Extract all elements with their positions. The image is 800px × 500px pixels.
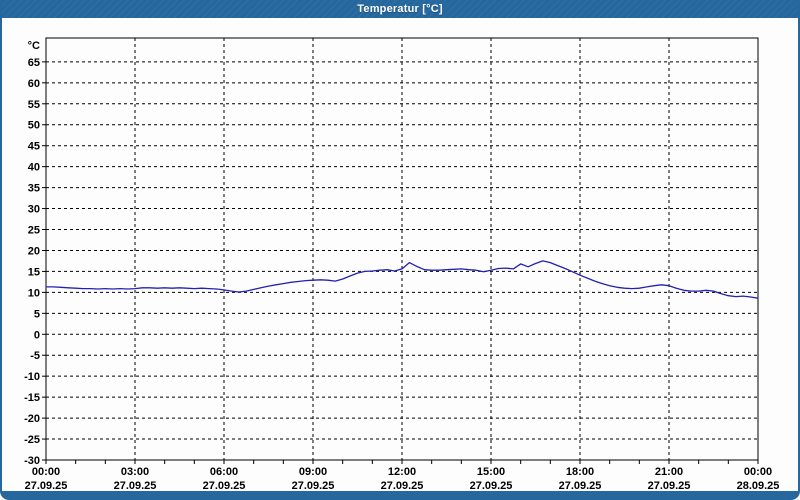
y-axis-tick-label: 45 xyxy=(28,141,40,153)
x-axis-time-label: 18:00 xyxy=(566,466,594,478)
x-axis-date-label: 28.09.25 xyxy=(737,480,780,490)
temperature-chart: 65605550454035302520151050-5-10-15-20-25… xyxy=(24,37,780,490)
x-axis-time-label: 09:00 xyxy=(299,466,327,478)
y-axis-tick-label: 40 xyxy=(28,162,40,174)
y-axis-tick-label: 30 xyxy=(28,204,40,216)
x-axis-date-label: 27.09.25 xyxy=(381,480,424,490)
y-axis-tick-label: -25 xyxy=(24,434,40,446)
x-axis-date-label: 27.09.25 xyxy=(203,480,246,490)
x-axis-time-label: 00:00 xyxy=(32,466,60,478)
y-axis-tick-label: 20 xyxy=(28,245,40,257)
y-axis-tick-label: 65 xyxy=(28,57,40,69)
x-axis-time-label: 06:00 xyxy=(210,466,238,478)
x-axis-date-label: 27.09.25 xyxy=(292,480,335,490)
x-axis-date-label: 27.09.25 xyxy=(470,480,513,490)
chart-area: 65 60 55 50 45 40 35 30 25 20 15 10 5 0 -5 -10 -15 -20 -25… xyxy=(2,18,798,490)
x-axis-time-label: 03:00 xyxy=(121,466,149,478)
y-axis-tick-label: 35 xyxy=(28,183,40,195)
x-axis-date-label: 27.09.25 xyxy=(114,480,157,490)
y-axis-tick-label: 55 xyxy=(28,99,40,111)
y-axis-tick-label: 10 xyxy=(28,287,40,299)
x-axis-time-label: 12:00 xyxy=(388,466,416,478)
y-axis-unit-label: °C xyxy=(28,40,40,52)
x-axis-time-label: 21:00 xyxy=(655,466,683,478)
y-axis-tick-label: 50 xyxy=(28,120,40,132)
y-axis-tick-label: -15 xyxy=(24,392,40,404)
y-axis-tick-label: 5 xyxy=(34,308,40,320)
x-axis-date-label: 27.09.25 xyxy=(25,480,68,490)
window-title: Temperatur [°C] xyxy=(357,3,443,15)
y-axis-tick-label: 0 xyxy=(34,329,40,341)
x-axis-time-label: 00:00 xyxy=(744,466,772,478)
window-titlebar[interactable]: Temperatur [°C] xyxy=(2,0,798,18)
temperature-series-line xyxy=(45,260,759,299)
x-axis-date-label: 27.09.25 xyxy=(559,480,602,490)
y-axis-tick-label: -10 xyxy=(24,371,40,383)
y-axis-tick-label: -20 xyxy=(24,413,40,425)
y-axis-tick-label: -30 xyxy=(24,455,40,467)
y-axis-tick-label: 60 xyxy=(28,78,40,90)
x-axis-time-label: 15:00 xyxy=(477,466,505,478)
y-axis-tick-label: -5 xyxy=(30,350,40,362)
y-axis-tick-label: 15 xyxy=(28,266,40,278)
x-axis-date-label: 27.09.25 xyxy=(648,480,691,490)
y-axis-tick-label: 25 xyxy=(28,225,40,237)
